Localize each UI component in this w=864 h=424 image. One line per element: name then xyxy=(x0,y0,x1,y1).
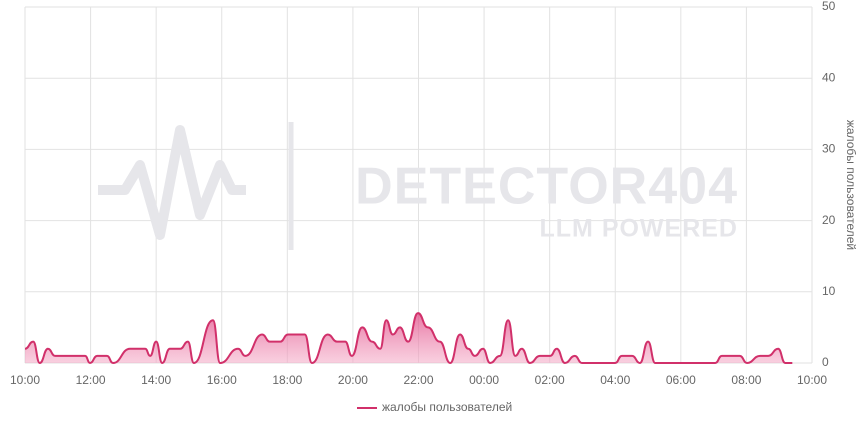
watermark-subtitle: LLM POWERED xyxy=(540,215,739,243)
x-tick-label: 14:00 xyxy=(141,373,171,387)
legend-label[interactable]: жалобы пользователей xyxy=(382,400,512,414)
x-tick-label: 10:00 xyxy=(10,373,40,387)
x-tick-label: 22:00 xyxy=(403,373,433,387)
x-tick-label: 20:00 xyxy=(338,373,368,387)
x-tick-label: 08:00 xyxy=(731,373,761,387)
x-tick-label: 12:00 xyxy=(76,373,106,387)
watermark: DETECTOR404 LLM POWERED xyxy=(98,122,739,250)
plot xyxy=(24,312,793,365)
line xyxy=(24,312,793,365)
x-tick-label: 04:00 xyxy=(600,373,630,387)
x-tick-label: 18:00 xyxy=(272,373,302,387)
y-tick-label: 10 xyxy=(822,284,836,298)
x-tick-label: 00:00 xyxy=(469,373,499,387)
watermark-icon xyxy=(98,125,246,240)
grid: 0 10 20 30 40 50 10:00 12:00 14:00 16:00 18:00 20:0… xyxy=(10,0,836,387)
x-tick-label: 16:00 xyxy=(207,373,237,387)
area-fill xyxy=(25,313,793,363)
y-axis-label: жалобы пользователей xyxy=(844,120,858,250)
x-tick-label: 02:00 xyxy=(535,373,565,387)
y-tick-label: 0 xyxy=(822,355,829,369)
y-tick-label: 30 xyxy=(822,142,836,156)
y-tick-label: 40 xyxy=(822,70,836,84)
y-tick-label: 20 xyxy=(822,213,836,227)
y-tick-label: 50 xyxy=(822,0,836,13)
watermark-title: DETECTOR404 xyxy=(355,158,738,216)
x-tick-label: 10:00 xyxy=(797,373,827,387)
x-tick-label: 06:00 xyxy=(666,373,696,387)
